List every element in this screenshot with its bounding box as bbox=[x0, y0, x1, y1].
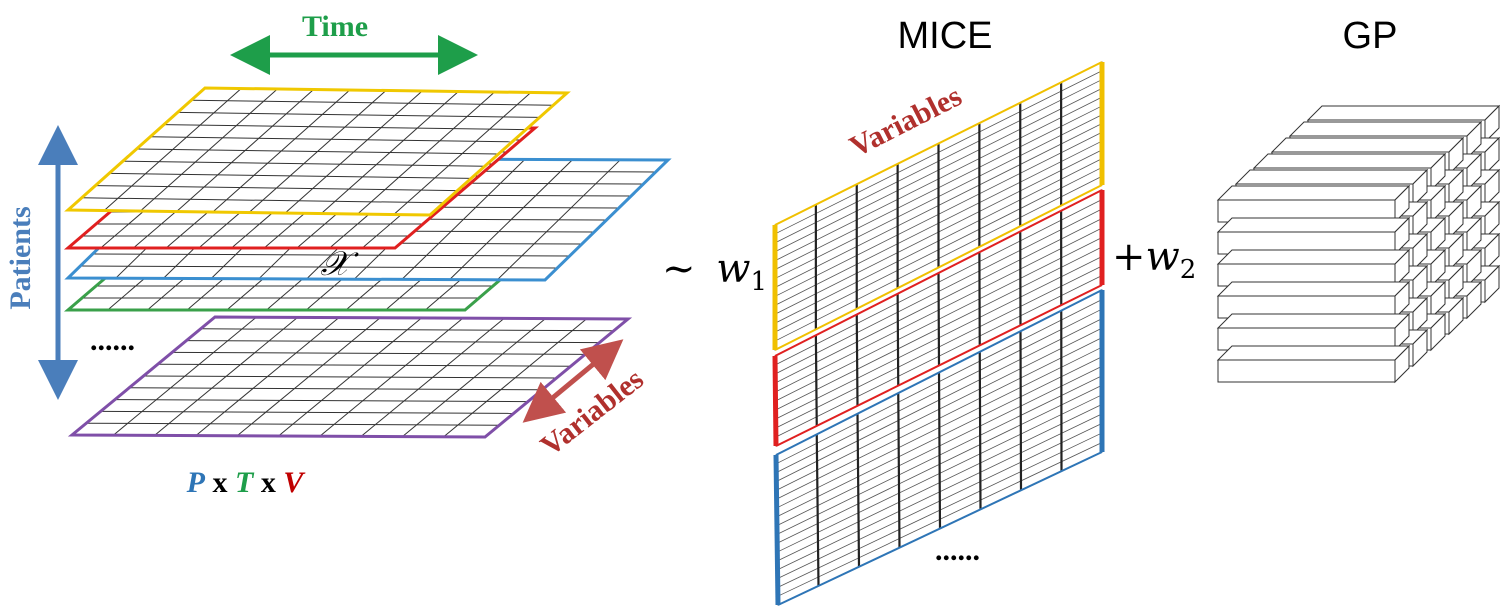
grid-line bbox=[402, 318, 546, 437]
grid-line bbox=[284, 90, 423, 214]
gp-title: GP bbox=[1343, 15, 1398, 57]
column-line bbox=[896, 293, 900, 386]
bar-top bbox=[1216, 185, 1411, 201]
bar-top bbox=[1216, 313, 1411, 329]
grid-line bbox=[321, 91, 459, 214]
gp-bar bbox=[1216, 216, 1411, 256]
dim-x: x bbox=[261, 466, 276, 499]
grid-line bbox=[136, 148, 499, 155]
gp-bar bbox=[1216, 280, 1411, 320]
column-line bbox=[856, 413, 861, 567]
bar-top bbox=[1288, 121, 1483, 137]
gp-bars bbox=[1216, 104, 1500, 384]
tilde: ~ bbox=[662, 246, 696, 292]
grid-line bbox=[191, 99, 554, 106]
column-line bbox=[815, 434, 820, 586]
layer-border bbox=[67, 315, 633, 439]
bar-top bbox=[1216, 281, 1411, 297]
grid-line bbox=[449, 159, 573, 280]
dims: P x T x V bbox=[186, 466, 307, 499]
bar-top bbox=[1216, 345, 1411, 361]
gp-weight: +w2 bbox=[1112, 234, 1196, 285]
grid-line bbox=[150, 136, 513, 143]
grid-line bbox=[401, 159, 526, 280]
patients-label: Patients bbox=[4, 206, 37, 309]
weight-subscript: 1 bbox=[750, 267, 767, 297]
column-line bbox=[978, 351, 982, 510]
panel-edge bbox=[777, 451, 1103, 606]
mice-title: MICE bbox=[898, 15, 993, 57]
column-line bbox=[937, 272, 941, 366]
grid-line bbox=[496, 159, 621, 281]
layer bbox=[64, 86, 571, 217]
panel-edge bbox=[774, 61, 1103, 226]
grid-line bbox=[157, 363, 571, 367]
panel-edge bbox=[774, 184, 1103, 351]
dim-v: V bbox=[283, 466, 306, 499]
dim-p: P bbox=[186, 466, 206, 499]
weight-symbol: w bbox=[716, 246, 750, 292]
gp-bar bbox=[1216, 248, 1411, 288]
gp-bar bbox=[1216, 312, 1411, 352]
mice-ellipsis: ...... bbox=[935, 534, 980, 567]
grid-line bbox=[177, 111, 540, 118]
grid-line bbox=[357, 91, 495, 215]
mice-weight: ~ w1 bbox=[662, 246, 767, 297]
weight-subscript: 2 bbox=[1180, 255, 1197, 285]
panel-edge bbox=[775, 289, 1103, 456]
tensor-layers bbox=[63, 86, 672, 439]
grid-line bbox=[360, 318, 505, 437]
column-line bbox=[855, 314, 859, 406]
mice-panels bbox=[772, 61, 1105, 606]
ellipsis: ...... bbox=[90, 324, 135, 357]
mice-panel bbox=[773, 289, 1105, 606]
panel-edge bbox=[773, 454, 781, 606]
column-line bbox=[814, 335, 818, 426]
grid-line bbox=[163, 124, 526, 131]
dim-t: T bbox=[235, 466, 255, 499]
gp-bar bbox=[1216, 184, 1411, 224]
plus: + bbox=[1112, 234, 1146, 280]
weight-symbol: w bbox=[1146, 234, 1180, 280]
column-line bbox=[897, 393, 901, 548]
grid-line bbox=[319, 317, 464, 437]
time-label: Time bbox=[302, 10, 368, 43]
grid-line bbox=[143, 375, 557, 379]
bar-top bbox=[1306, 105, 1500, 121]
bar-top bbox=[1216, 249, 1411, 265]
grid-line bbox=[443, 318, 588, 438]
bar-top bbox=[1216, 217, 1411, 233]
dim-x: x bbox=[212, 466, 227, 499]
bar-front bbox=[1217, 359, 1396, 383]
panel-edge bbox=[774, 189, 1103, 357]
grid-line bbox=[200, 328, 614, 332]
bar-top bbox=[1270, 137, 1465, 153]
panel-edge bbox=[775, 284, 1103, 447]
column-line bbox=[937, 372, 942, 529]
bar-top bbox=[1234, 169, 1429, 185]
grid-line bbox=[172, 351, 586, 355]
bar-top bbox=[1252, 153, 1447, 169]
mice-panel bbox=[772, 189, 1105, 447]
mice-panel bbox=[772, 61, 1105, 351]
panel-edge bbox=[772, 355, 779, 447]
variables-arrow bbox=[522, 339, 624, 423]
layer bbox=[67, 315, 633, 439]
column-line bbox=[1019, 331, 1023, 491]
gp-bar bbox=[1216, 344, 1411, 384]
layer-border bbox=[64, 86, 571, 217]
grid-line bbox=[393, 92, 532, 215]
